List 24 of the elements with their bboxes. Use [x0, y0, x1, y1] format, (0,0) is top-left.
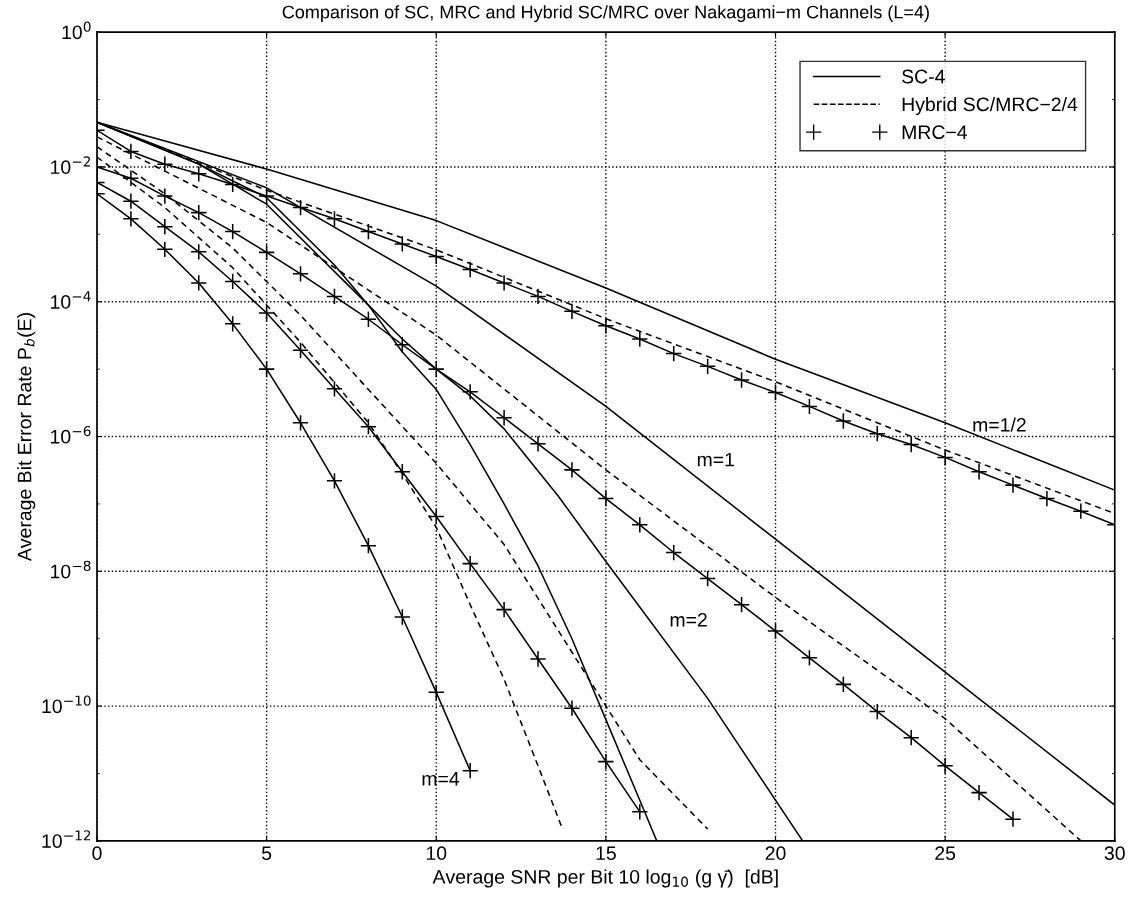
x-tick-label: 25 — [935, 846, 956, 861]
x-tick-label: 0 — [92, 846, 102, 861]
x-tick-label: 30 — [1104, 846, 1125, 861]
x-axis-title: Average SNR per Bit 10 log$_{10}$ (g γ̄) [dB] — [432, 869, 778, 888]
chart-title: Comparison of SC, MRC and Hybrid SC/MRC over Nakagami−m Channels (L=4) — [282, 5, 929, 23]
y-tick-label: 10$^{−2}$ — [51, 156, 91, 175]
x-tick-label: 10 — [426, 846, 447, 861]
annotation: m=1/2 — [973, 417, 1026, 432]
legend-label: Hybrid SC/MRC−2/4 — [902, 96, 1078, 116]
legend-label: SC-4 — [902, 69, 945, 84]
annotation: m=2 — [670, 612, 707, 627]
y-axis-title: Average Bit Error Rate P$_{b}$(E) — [17, 313, 36, 562]
y-tick-label: 10$^{−12}$ — [42, 830, 91, 848]
legend-label: MRC−4 — [902, 125, 968, 140]
annotation: m=1 — [697, 452, 734, 467]
y-tick-label: 10$^{0}$ — [62, 21, 91, 40]
y-tick-label: 10$^{−6}$ — [51, 425, 91, 444]
y-tick-label: 10$^{−8}$ — [51, 560, 91, 579]
annotation: m=4 — [422, 772, 460, 786]
x-tick-label: 15 — [596, 846, 616, 861]
x-tick-label: 20 — [765, 846, 786, 861]
y-tick-label: 10$^{−10}$ — [42, 695, 91, 714]
x-tick-label: 5 — [261, 846, 272, 861]
y-tick-label: 10$^{−4}$ — [51, 291, 91, 309]
